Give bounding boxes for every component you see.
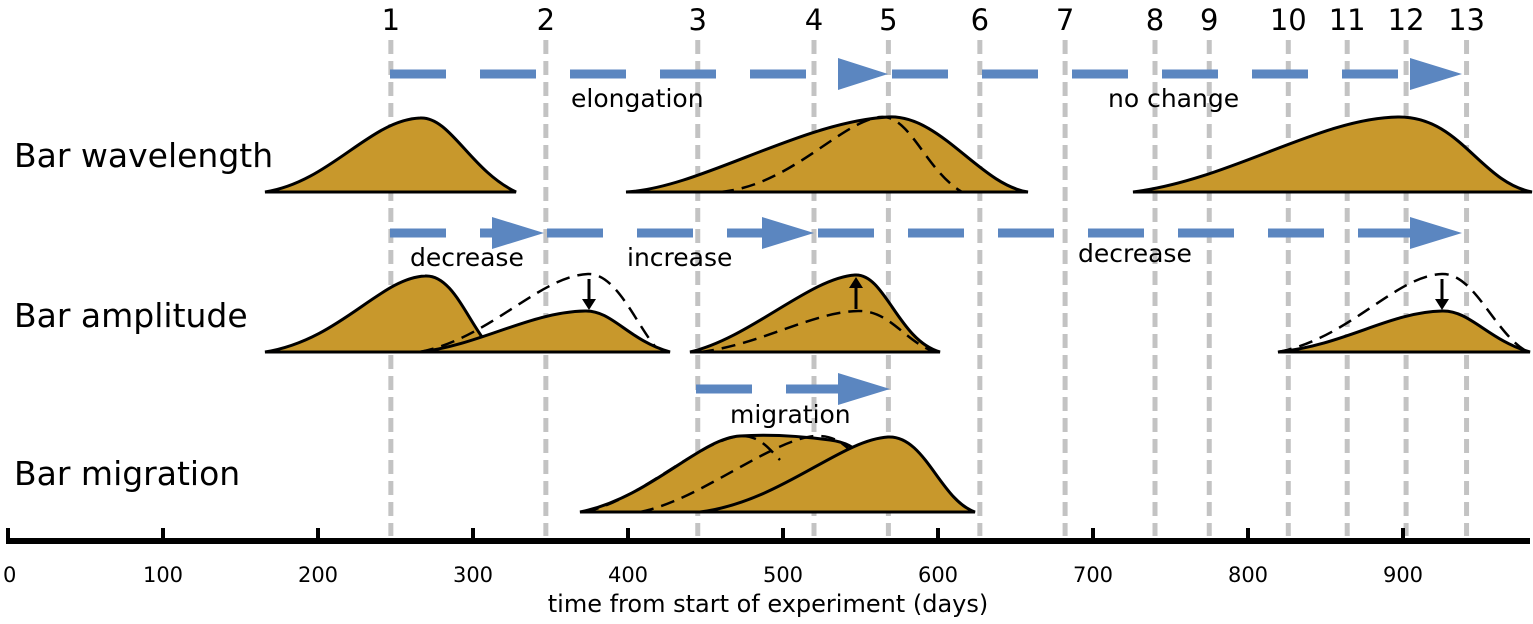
migration-bars	[579, 433, 976, 514]
axis-tick-label-600: 600	[918, 563, 958, 587]
bar-migration-position-2-outline	[639, 434, 856, 514]
amplitude-bars	[264, 272, 1531, 354]
phase-label-decrease-1: decrease	[410, 243, 524, 272]
bar-amplitude-t4-previous-outline	[699, 309, 936, 354]
marker-number-12: 12	[1388, 3, 1425, 37]
marker-lines	[388, 40, 1470, 536]
marker-number-7: 7	[1056, 3, 1074, 37]
marker-numbers: 1 2 3 4 5 6 7 8 9 10 11 12 13	[382, 3, 1485, 37]
marker-number-10: 10	[1270, 3, 1307, 37]
increase-arrowhead	[762, 217, 814, 249]
axis-tick-label-400: 400	[608, 563, 648, 587]
amplitude-change-arrowhead-down-1	[582, 299, 596, 310]
bar-wavelength-t13	[1132, 115, 1533, 194]
axis-tick-label-0: 0	[3, 563, 16, 587]
phase-label-decrease-2: decrease	[1078, 239, 1192, 268]
marker-number-9: 9	[1200, 3, 1218, 37]
axis-tick-label-500: 500	[763, 563, 803, 587]
bar-wavelength-t1	[264, 116, 517, 194]
bar-amplitude-t2	[419, 309, 671, 354]
bar-amplitude-t4	[689, 273, 941, 354]
bar-amplitude-t13-previous-outline	[1277, 272, 1529, 354]
row-label-wavelength: Bar wavelength	[14, 136, 273, 175]
wavelength-bars	[264, 115, 1533, 194]
marker-number-4: 4	[805, 3, 823, 37]
bar-migration-current	[699, 435, 976, 514]
marker-number-8: 8	[1146, 3, 1164, 37]
time-axis-title: time from start of experiment (days)	[548, 590, 988, 618]
bar-amplitude-t2-previous-outline	[419, 272, 661, 354]
bar-amplitude-t13	[1277, 309, 1531, 354]
axis-tick-label-100: 100	[143, 563, 183, 587]
marker-number-11: 11	[1329, 3, 1366, 37]
time-axis-ticks	[6, 528, 1405, 544]
decrease-arrowhead	[492, 217, 544, 249]
marker-number-2: 2	[537, 3, 555, 37]
no-change-arrowhead	[1410, 58, 1462, 90]
elongation-arrowhead	[838, 58, 888, 90]
phase-label-no-change: no change	[1108, 84, 1239, 113]
phase-label-migration: migration	[730, 400, 851, 429]
amplitude-change-arrowhead-down-2	[1435, 299, 1449, 310]
axis-tick-label-900: 900	[1383, 563, 1423, 587]
bar-amplitude-t1	[264, 274, 499, 354]
marker-number-1: 1	[382, 3, 400, 37]
axis-tick-label-700: 700	[1073, 563, 1113, 587]
row-label-amplitude: Bar amplitude	[14, 296, 248, 335]
time-axis-tick-labels: 0 100 200 300 400 500 600 700 800 900	[3, 563, 1423, 587]
migration-arrowhead	[838, 373, 890, 405]
axis-tick-label-200: 200	[298, 563, 338, 587]
axis-tick-label-800: 800	[1228, 563, 1268, 587]
marker-number-5: 5	[879, 3, 897, 37]
migration-arrow	[696, 373, 890, 405]
decrease-2-arrowhead	[1410, 217, 1462, 249]
row-label-migration: Bar migration	[14, 454, 240, 493]
phase-label-increase: increase	[627, 243, 732, 272]
amplitude-arrows	[390, 217, 1462, 249]
phase-label-elongation: elongation	[571, 84, 704, 113]
wavelength-arrows	[390, 58, 1462, 90]
bar-migration-position-1-outline	[584, 434, 781, 514]
axis-tick-label-300: 300	[453, 563, 493, 587]
bar-wavelength-t5	[625, 115, 1029, 194]
marker-number-6: 6	[971, 3, 989, 37]
amplitude-change-arrowhead-up	[849, 277, 863, 288]
bar-wavelength-previous-outline	[719, 115, 963, 194]
marker-number-13: 13	[1448, 3, 1485, 37]
marker-number-3: 3	[689, 3, 707, 37]
